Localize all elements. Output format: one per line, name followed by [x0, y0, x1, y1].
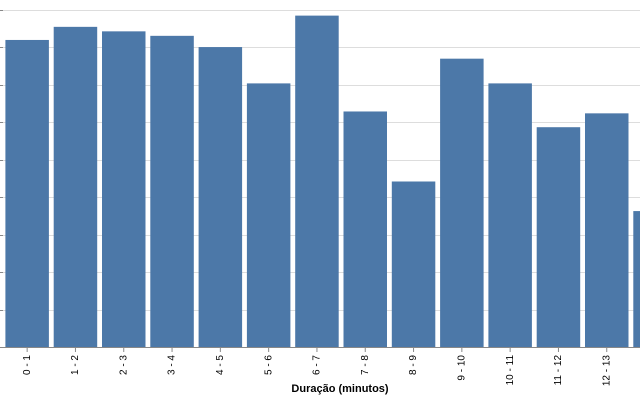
x-tick-label: 7 - 8 [360, 355, 371, 375]
bar [102, 31, 146, 348]
y-ticks [0, 10, 3, 348]
bars [5, 15, 640, 348]
bar [391, 181, 436, 347]
x-tick-label: 0 - 1 [22, 355, 33, 375]
x-tick-label: 3 - 4 [167, 355, 178, 375]
x-tick-label: 1 - 2 [70, 355, 81, 375]
bar [585, 113, 629, 347]
bar [5, 39, 49, 347]
x-tick-label: 9 - 10 [456, 355, 467, 381]
bar [198, 47, 243, 347]
x-axis-title: Duração (minutos) [291, 383, 389, 395]
x-tick-label: 4 - 5 [215, 355, 226, 375]
x-tick-label: 10 - 11 [505, 355, 516, 386]
bar [150, 35, 194, 347]
bar [440, 58, 484, 348]
bar [246, 83, 291, 347]
x-tick-label: 8 - 9 [408, 355, 419, 375]
bar [295, 15, 339, 347]
x-tick-label: 6 - 7 [312, 355, 323, 375]
bar [536, 127, 581, 347]
bar [488, 83, 532, 347]
x-tick-label: 11 - 12 [553, 355, 564, 386]
bar [53, 26, 98, 347]
bar [633, 211, 640, 347]
x-tick-label: 5 - 6 [263, 355, 274, 375]
x-tick-label: 12 - 13 [601, 355, 612, 387]
x-tick-label: 2 - 3 [118, 355, 129, 375]
bar [343, 111, 387, 347]
x-ticks: 0 - 1 1 - 2 2 - 3 3 - 4 4 - 5 5 - 6 6 - 7 7 - 8… [22, 347, 612, 387]
